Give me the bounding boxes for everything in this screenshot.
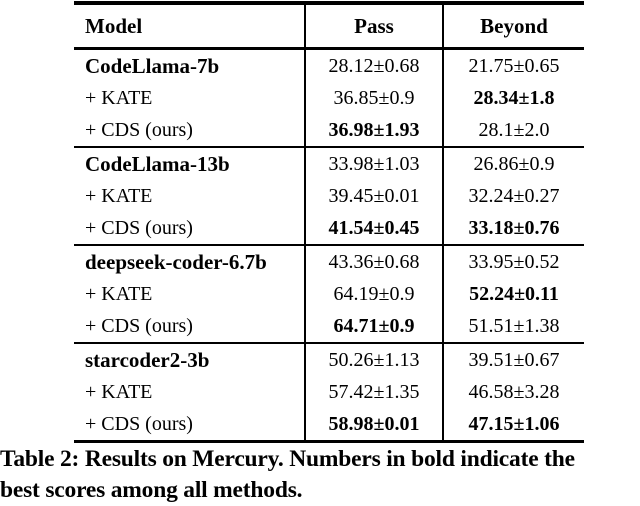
beyond-cell: 47.15±1.06 bbox=[442, 408, 584, 442]
model-cell: + KATE bbox=[85, 380, 153, 403]
model-cell: + KATE bbox=[85, 86, 153, 109]
model-cell: CodeLlama-7b bbox=[85, 53, 220, 78]
caption-line-1: Table 2: Results on Mercury. Numbers in … bbox=[0, 446, 575, 472]
pass-cell: 33.98±1.03 bbox=[304, 146, 443, 180]
model-cell: CodeLlama-13b bbox=[74, 146, 305, 180]
column-header-model: Model bbox=[74, 3, 305, 50]
pass-cell: 57.42±1.35 bbox=[304, 376, 443, 408]
table-row: + CDS (ours) 58.98±0.01 47.15±1.06 bbox=[74, 408, 584, 442]
model-cell: starcoder2-3b bbox=[74, 342, 305, 376]
table-row: starcoder2-3b 50.26±1.13 39.51±0.67 bbox=[74, 342, 584, 376]
table-row: + KATE 39.45±0.01 32.24±0.27 bbox=[74, 180, 584, 212]
table-row: + KATE 36.85±0.9 28.34±1.8 bbox=[74, 82, 584, 114]
beyond-cell: 28.34±1.8 bbox=[442, 82, 584, 114]
beyond-cell: 33.18±0.76 bbox=[442, 212, 584, 245]
pass-cell: 64.19±0.9 bbox=[304, 278, 443, 310]
beyond-cell: 39.51±0.67 bbox=[442, 342, 584, 376]
pass-cell: 58.98±0.01 bbox=[304, 408, 443, 442]
pass-cell: 28.12±0.68 bbox=[304, 48, 443, 82]
beyond-cell: 46.58±3.28 bbox=[442, 376, 584, 408]
pass-cell: 36.85±0.9 bbox=[304, 82, 443, 114]
table-body: CodeLlama-7b 28.12±0.68 21.75±0.65 + KATE 36… bbox=[74, 48, 584, 442]
model-cell: + KATE bbox=[85, 282, 153, 305]
table-row: + KATE 64.19±0.9 52.24±0.11 bbox=[74, 278, 584, 310]
model-cell: + CDS (ours) bbox=[85, 314, 193, 337]
table-row: + CDS (ours) 36.98±1.93 28.1±2.0 bbox=[74, 114, 584, 147]
table-row: + CDS (ours) 41.54±0.45 33.18±0.76 bbox=[74, 212, 584, 245]
table-row: deepseek-coder-6.7b 43.36±0.68 33.95±0.52 bbox=[74, 244, 584, 278]
pass-cell: 36.98±1.93 bbox=[304, 114, 443, 147]
table-header-row: Model Pass Beyond bbox=[74, 3, 584, 50]
results-table: Model Pass Beyond CodeLlama-7b 28.12±0.68… bbox=[74, 1, 584, 443]
pass-cell: 39.45±0.01 bbox=[304, 180, 443, 212]
model-cell: + CDS (ours) bbox=[85, 118, 193, 141]
table-row: + CDS (ours) 64.71±0.9 51.51±1.38 bbox=[74, 310, 584, 343]
beyond-cell: 32.24±0.27 bbox=[442, 180, 584, 212]
beyond-cell: 28.1±2.0 bbox=[442, 114, 584, 147]
table-row: + KATE 57.42±1.35 46.58±3.28 bbox=[74, 376, 584, 408]
beyond-cell: 51.51±1.38 bbox=[442, 310, 584, 343]
model-cell: + KATE bbox=[85, 184, 153, 207]
beyond-cell: 33.95±0.52 bbox=[442, 244, 584, 278]
table-row: CodeLlama-7b 28.12±0.68 21.75±0.65 bbox=[74, 48, 584, 82]
pass-cell: 64.71±0.9 bbox=[304, 310, 443, 343]
model-cell: + CDS (ours) bbox=[85, 216, 193, 239]
table-row: CodeLlama-13b 33.98±1.03 26.86±0.9 bbox=[74, 146, 584, 180]
pass-cell: 43.36±0.68 bbox=[304, 244, 443, 278]
model-cell: + CDS (ours) bbox=[85, 412, 193, 435]
model-cell: deepseek-coder-6.7b bbox=[74, 244, 305, 278]
pass-cell: 50.26±1.13 bbox=[304, 342, 443, 376]
beyond-cell: 26.86±0.9 bbox=[442, 146, 584, 180]
table-caption: Table 2: Results on Mercury. Numbers in … bbox=[0, 444, 640, 506]
pass-cell: 41.54±0.45 bbox=[304, 212, 443, 245]
column-header-beyond: Beyond bbox=[442, 3, 584, 50]
page: { "colors": { "text": "#000000", "backgr… bbox=[0, 1, 584, 503]
results-table-area: Model Pass Beyond CodeLlama-7b 28.12±0.68… bbox=[74, 1, 584, 443]
beyond-cell: 21.75±0.65 bbox=[442, 48, 584, 82]
beyond-cell: 52.24±0.11 bbox=[442, 278, 584, 310]
column-header-pass: Pass bbox=[304, 3, 443, 50]
